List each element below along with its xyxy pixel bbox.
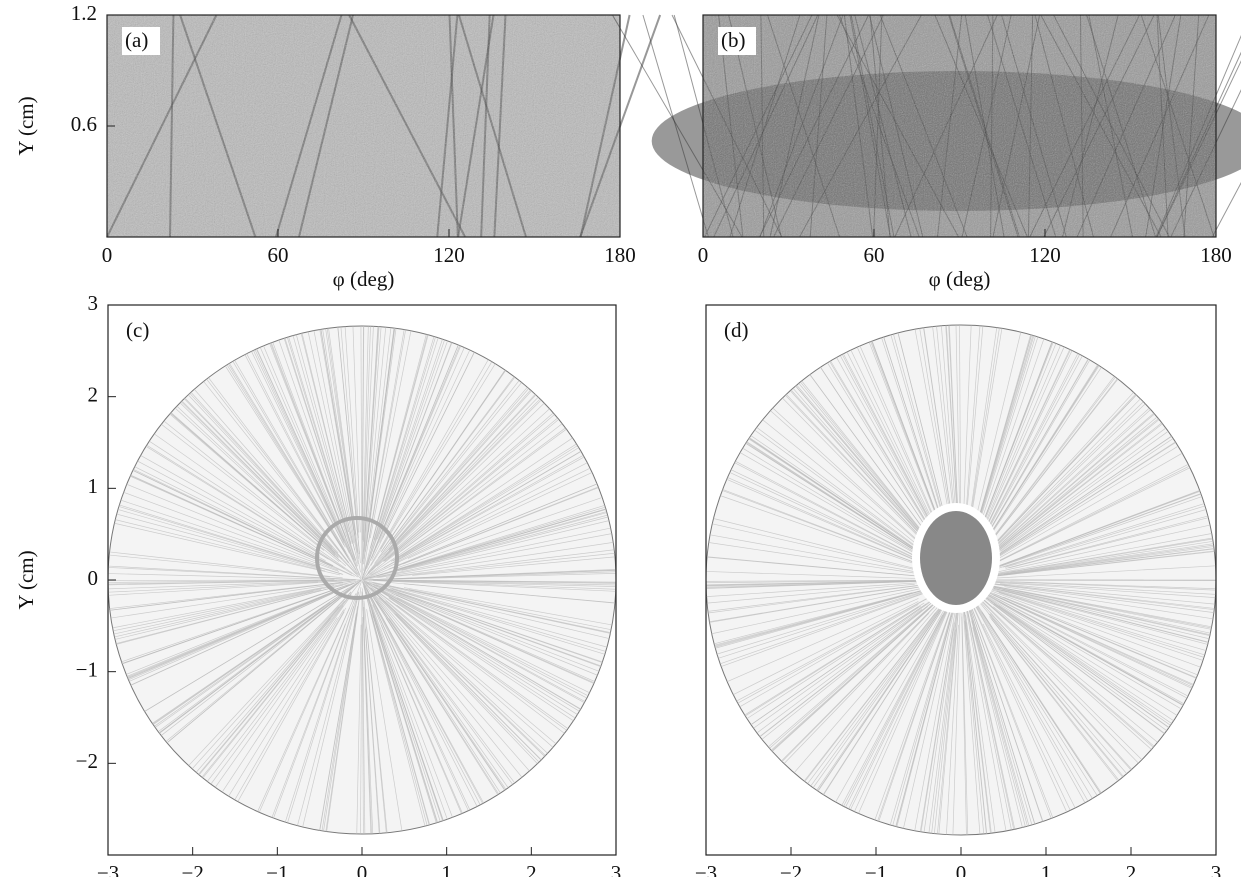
y-tick-label: 3 — [88, 291, 99, 315]
grain — [703, 15, 1216, 237]
panel: (d)−3−2−10123X (cm) — [695, 305, 1221, 877]
grain — [107, 15, 620, 237]
y-axis-label: Y (cm) — [14, 96, 38, 155]
x-axis-label: φ (deg) — [333, 267, 395, 291]
y-tick-label: 0.6 — [71, 112, 97, 136]
x-tick-label: −1 — [266, 861, 288, 877]
y-tick-label: 2 — [88, 382, 99, 406]
y-tick-label: −2 — [76, 749, 98, 773]
x-tick-label: 0 — [102, 243, 113, 267]
y-tick-label: 0 — [88, 566, 99, 590]
x-tick-label: 180 — [1200, 243, 1232, 267]
figure: (a)060120180φ (deg)0.61.2Y (cm)(b)060120… — [0, 0, 1241, 877]
x-tick-label: −3 — [97, 861, 119, 877]
x-tick-label: 3 — [611, 861, 622, 877]
x-tick-label: 2 — [1126, 861, 1137, 877]
x-tick-label: −2 — [181, 861, 203, 877]
panel: (c)−3−2−10123X (cm)−2−10123Y (cm) — [14, 291, 621, 877]
panel-label: (a) — [125, 28, 148, 52]
x-tick-label: −1 — [865, 861, 887, 877]
x-tick-label: 120 — [1029, 243, 1061, 267]
x-tick-label: 60 — [864, 243, 885, 267]
y-tick-label: −1 — [76, 657, 98, 681]
panel-label: (d) — [724, 318, 749, 342]
x-axis-label: φ (deg) — [929, 267, 991, 291]
x-tick-label: 1 — [441, 861, 452, 877]
x-tick-label: 2 — [526, 861, 537, 877]
y-axis-label: Y (cm) — [14, 550, 38, 609]
panel: (b) 0 60 120 180 φ (deg) — [612, 15, 1241, 291]
core — [920, 511, 992, 605]
x-tick-label: 60 — [268, 243, 289, 267]
panel-label: (b) — [721, 28, 746, 52]
x-tick-label: 1 — [1041, 861, 1052, 877]
x-tick-label: 120 — [433, 243, 465, 267]
x-tick-label: 180 — [604, 243, 636, 267]
x-tick-label: 0 — [956, 861, 967, 877]
x-tick-label: 0 — [357, 861, 368, 877]
x-tick-label: −2 — [780, 861, 802, 877]
x-tick-label: −3 — [695, 861, 717, 877]
panel-label: (c) — [126, 318, 149, 342]
y-tick-label: 1 — [88, 474, 99, 498]
panel: (a) 0 60 120 180 φ (deg) 0.6 1.2 Y (cm) — [14, 1, 660, 291]
y-tick-label: 1.2 — [71, 1, 97, 25]
x-tick-label: 0 — [698, 243, 709, 267]
x-tick-label: 3 — [1211, 861, 1222, 877]
